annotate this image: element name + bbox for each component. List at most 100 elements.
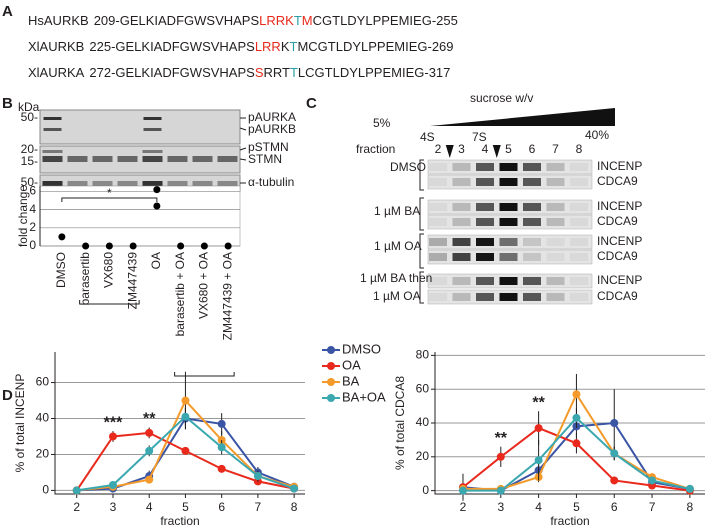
gel-band bbox=[546, 218, 565, 226]
band bbox=[67, 181, 88, 186]
row-label: INCENP bbox=[597, 234, 642, 248]
gel-band bbox=[452, 178, 471, 186]
x-tick-label: 2 bbox=[460, 500, 467, 514]
y-axis-label: % of total CDCA8 bbox=[393, 376, 407, 470]
sequence-segment: -GELKIADFGWSVHAPS bbox=[111, 65, 255, 80]
legend-label: DMSO bbox=[342, 341, 381, 356]
sequence-line: HsAURKB 209-GELKIADFGWSVHAPSLRRKTMCGTLDYL… bbox=[28, 13, 458, 28]
data-point bbox=[58, 233, 66, 241]
bracket bbox=[419, 233, 424, 269]
row-label: CDCA9 bbox=[597, 174, 638, 188]
x-tick-label: 5 bbox=[573, 500, 580, 514]
mw-marker: 15- bbox=[21, 154, 38, 168]
band-label: pAURKB bbox=[248, 122, 296, 136]
panel-label: D bbox=[2, 387, 13, 404]
data-point bbox=[145, 428, 154, 437]
gel-band bbox=[476, 163, 494, 171]
band bbox=[117, 156, 138, 162]
x-tick-label: ZM447439 + OA bbox=[220, 252, 234, 340]
gel-band bbox=[476, 178, 494, 186]
size-marker: 7S bbox=[472, 130, 487, 144]
band-label: pSTMN bbox=[248, 140, 289, 154]
gel-band bbox=[429, 203, 447, 211]
band bbox=[42, 156, 63, 162]
data-point bbox=[496, 452, 505, 461]
data-point bbox=[217, 464, 226, 473]
data-point bbox=[648, 476, 657, 485]
gel-band bbox=[499, 293, 518, 301]
protein-name: XlAURKB bbox=[28, 39, 84, 54]
gel-band bbox=[523, 178, 541, 186]
significance: *** bbox=[104, 414, 123, 431]
sequence-segment: RRT bbox=[263, 65, 290, 80]
sequence-segment: CGTLDYLPPEMIEG- bbox=[305, 65, 429, 80]
x-axis-label: fraction bbox=[550, 514, 589, 528]
y-tick-label: 80 bbox=[416, 348, 430, 362]
sequence-segment: T bbox=[294, 13, 302, 28]
gel-band bbox=[499, 218, 518, 226]
legend-label: BA+OA bbox=[342, 389, 386, 404]
data-point bbox=[181, 446, 190, 455]
gel-band bbox=[546, 253, 565, 261]
sequence-segment: M bbox=[302, 13, 313, 28]
band bbox=[167, 156, 188, 162]
data-point bbox=[610, 419, 619, 427]
legend-marker bbox=[327, 346, 335, 354]
leader bbox=[239, 147, 247, 151]
condition-label: 1 µM OA bbox=[373, 289, 421, 303]
sequence-segment: CGTLDYLPPEMIEG- bbox=[308, 39, 432, 54]
end-residue: 317 bbox=[429, 65, 451, 80]
y-tick-label: 20 bbox=[36, 447, 50, 461]
x-tick-label: ZM447439 bbox=[125, 252, 139, 310]
row-label: INCENP bbox=[597, 159, 642, 173]
row-label: CDCA9 bbox=[597, 249, 638, 263]
gel-band bbox=[546, 203, 565, 211]
legend-label: OA bbox=[342, 357, 361, 372]
panel-label: B bbox=[2, 95, 13, 112]
data-point bbox=[105, 242, 113, 250]
band bbox=[217, 156, 238, 162]
gel-band bbox=[452, 163, 471, 171]
band bbox=[67, 156, 88, 162]
x-tick-label: OA bbox=[149, 252, 163, 269]
gel-band bbox=[429, 163, 447, 171]
gel-band bbox=[546, 178, 565, 186]
x-tick-label: 7 bbox=[649, 500, 656, 514]
x-tick-label: 4 bbox=[146, 500, 153, 514]
gel-band bbox=[499, 203, 518, 211]
data-point bbox=[181, 396, 190, 405]
bracket bbox=[419, 271, 424, 304]
gel-band bbox=[523, 203, 541, 211]
x-tick-label: VX680 bbox=[102, 252, 116, 288]
leader bbox=[239, 127, 247, 131]
sequence-segment: T bbox=[290, 39, 298, 54]
data-point bbox=[534, 424, 543, 433]
gradient-low: 5% bbox=[373, 116, 391, 130]
x-tick-label: barasertib + OA bbox=[173, 252, 187, 336]
panel-label: A bbox=[2, 3, 13, 20]
start-residue: 225 bbox=[89, 39, 111, 54]
gel-band bbox=[429, 253, 447, 261]
x-tick-label: VX680 + OA bbox=[197, 252, 211, 319]
row-label: CDCA9 bbox=[597, 214, 638, 228]
gel-band bbox=[452, 203, 471, 211]
mw-marker: 20- bbox=[21, 142, 38, 156]
data-point bbox=[253, 472, 262, 481]
sequence-segment: K bbox=[281, 39, 290, 54]
band bbox=[92, 181, 113, 186]
sequence-segment: LRR bbox=[255, 39, 281, 54]
fraction-number: 4 bbox=[482, 142, 489, 156]
x-tick-label: 8 bbox=[687, 500, 694, 514]
gel-band bbox=[570, 238, 588, 246]
gel-band bbox=[546, 277, 565, 285]
data-point bbox=[572, 390, 581, 399]
band bbox=[43, 128, 62, 131]
sig-bracket bbox=[61, 197, 158, 202]
gel-band bbox=[570, 163, 588, 171]
y-tick-label: 0 bbox=[29, 238, 36, 252]
fraction-number: 7 bbox=[552, 142, 559, 156]
sequence-segment: L bbox=[298, 65, 305, 80]
data-point bbox=[200, 242, 208, 250]
gel-band bbox=[476, 218, 494, 226]
gel-band bbox=[570, 178, 588, 186]
